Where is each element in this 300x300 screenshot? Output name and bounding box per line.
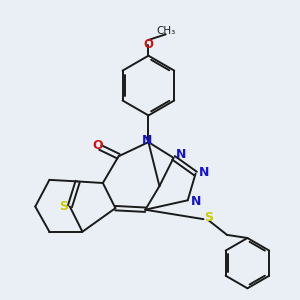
Text: N: N	[199, 166, 209, 178]
Text: N: N	[176, 148, 186, 161]
Text: S: S	[59, 200, 68, 213]
Text: O: O	[92, 139, 103, 152]
Text: N: N	[191, 195, 201, 208]
Text: CH₃: CH₃	[156, 26, 175, 36]
Text: S: S	[204, 211, 213, 224]
Text: O: O	[143, 38, 153, 51]
Text: N: N	[142, 134, 152, 147]
